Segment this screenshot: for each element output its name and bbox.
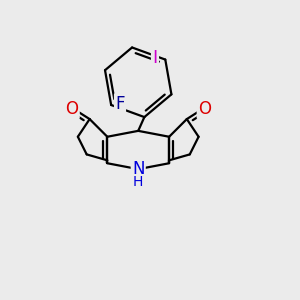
Text: F: F — [115, 94, 125, 112]
Text: O: O — [198, 100, 211, 118]
Text: H: H — [133, 176, 143, 189]
Text: O: O — [65, 100, 79, 118]
Text: I: I — [152, 49, 158, 67]
Text: N: N — [132, 160, 145, 178]
